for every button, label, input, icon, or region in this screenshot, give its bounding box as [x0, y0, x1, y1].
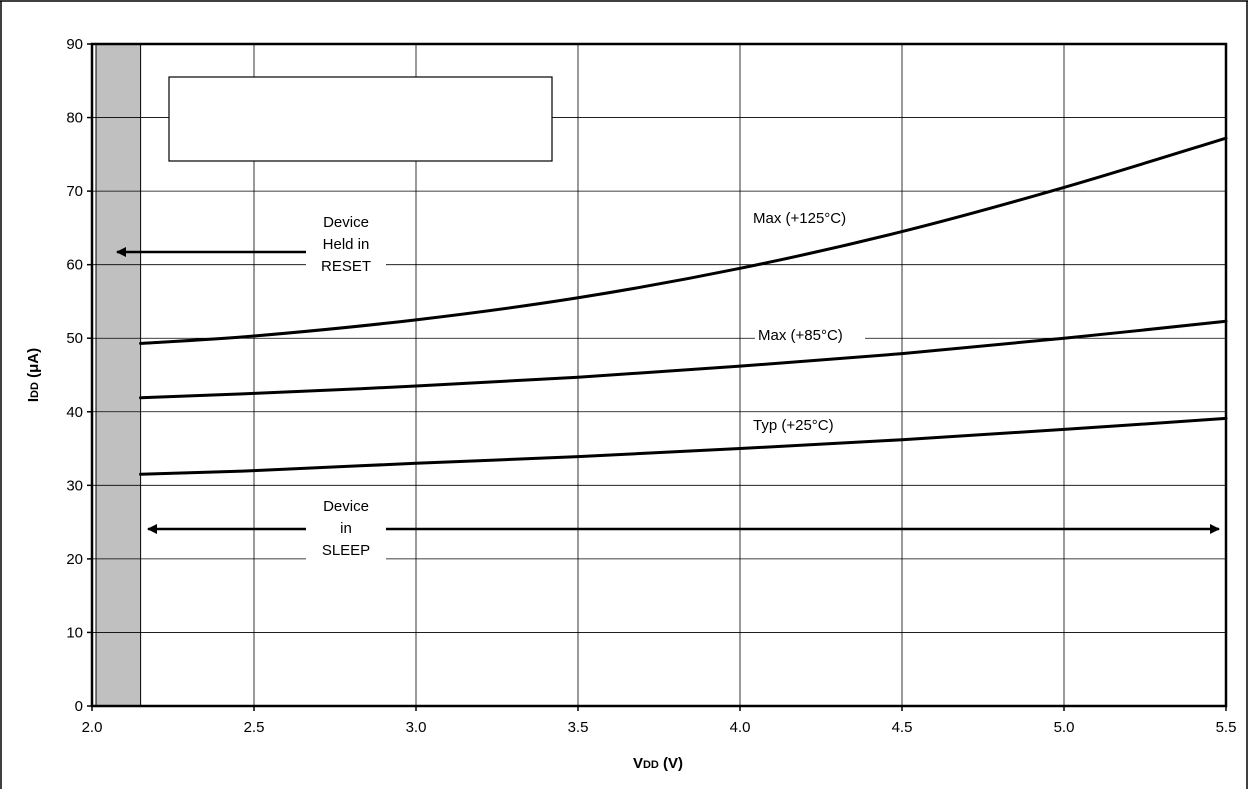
- sleep-label-line3: SLEEP: [322, 542, 370, 559]
- x-axis-title: VDD (V): [633, 755, 683, 772]
- x-axis-title-main: V: [633, 755, 643, 772]
- axis-ticks: 2.0 2.5 3.0 3.5 4.0 4.5 5.0 5.5 0 10 20 30 40 50 60 70 8…: [66, 36, 1236, 736]
- label-bg-125: [750, 206, 870, 228]
- sleep-label-bg: [306, 493, 386, 563]
- x-tick-label: 3.5: [568, 719, 589, 736]
- y-tick-label: 30: [66, 477, 83, 494]
- x-tick-label: 2.5: [244, 719, 265, 736]
- x-tick-label: 4.5: [892, 719, 913, 736]
- grid: [92, 44, 1226, 706]
- label-bg-85: [755, 323, 865, 345]
- y-axis-title-main: I: [25, 398, 42, 402]
- x-tick-label: 5.0: [1054, 719, 1075, 736]
- reset-label-bg: [306, 207, 386, 277]
- x-axis-title-sub: DD: [643, 759, 659, 771]
- y-axis-title-tail: (μA): [25, 348, 42, 382]
- x-tick-label: 5.5: [1216, 719, 1237, 736]
- legend-box: [168, 76, 553, 162]
- series-lines: [139, 136, 1228, 476]
- y-tick-label: 60: [66, 257, 83, 274]
- series-line-max-85: [139, 319, 1228, 400]
- series-line-typ-25: [139, 416, 1228, 476]
- series-label-max-85: Max (+85°C): [758, 327, 843, 344]
- plot-frame: [90, 42, 1228, 708]
- y-axis-title: IDD (μA): [25, 348, 42, 402]
- x-axis-title-tail: (V): [659, 755, 683, 772]
- reset-label-line3: RESET: [321, 258, 371, 275]
- reset-label-line2: Held in: [323, 236, 370, 253]
- series-label-typ-25: Typ (+25°C): [753, 417, 834, 434]
- y-tick-label: 90: [66, 36, 83, 53]
- series-label-max-125: Max (+125°C): [753, 210, 846, 227]
- label-bg-25: [750, 413, 862, 435]
- y-tick-label: 80: [66, 110, 83, 127]
- x-tick-label: 2.0: [82, 719, 103, 736]
- sleep-label-line2: in: [340, 520, 352, 537]
- series-line-max-125: [139, 136, 1228, 345]
- y-tick-label: 70: [66, 183, 83, 200]
- reset-label-line1: Device: [323, 214, 369, 231]
- x-tick-label: 4.0: [730, 719, 751, 736]
- y-tick-label: 0: [75, 698, 83, 715]
- sleep-label-line1: Device: [323, 498, 369, 515]
- y-tick-label: 40: [66, 404, 83, 421]
- reset-region: [95, 43, 142, 707]
- y-tick-label: 20: [66, 551, 83, 568]
- y-tick-label: 10: [66, 624, 83, 641]
- x-tick-label: 3.0: [406, 719, 427, 736]
- y-axis-title-sub: DD: [29, 382, 41, 398]
- y-tick-label: 50: [66, 330, 83, 347]
